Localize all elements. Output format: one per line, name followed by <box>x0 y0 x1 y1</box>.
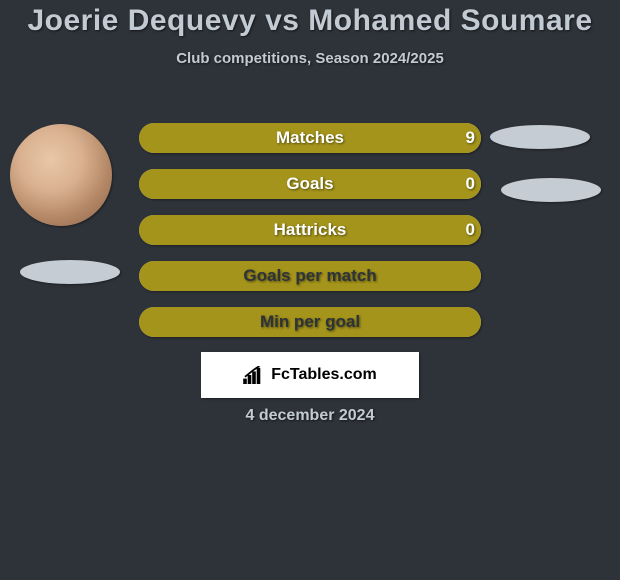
stat-bar-label: Goals per match <box>139 261 481 291</box>
stat-bar-value-left: 9 <box>466 123 475 153</box>
stat-bar-label: Goals <box>139 169 481 199</box>
stat-bars: Matches9Goals0Hattricks0Goals per matchM… <box>139 123 481 353</box>
snapshot-date: 4 december 2024 <box>0 407 620 425</box>
player-left-avatar <box>10 124 112 226</box>
stat-bar: Hattricks0 <box>139 215 481 245</box>
stat-bar-value-left: 0 <box>466 169 475 199</box>
stat-bar-value-left: 0 <box>466 215 475 245</box>
watermark: FcTables.com <box>201 352 419 398</box>
stat-bar-label: Min per goal <box>139 307 481 337</box>
comparison-infographic: Joerie Dequevy vs Mohamed Soumare Club c… <box>0 0 620 580</box>
stat-bar-label: Hattricks <box>139 215 481 245</box>
player-right-ellipse <box>501 178 601 202</box>
stat-bar: Goals per match <box>139 261 481 291</box>
chart-icon <box>243 366 265 384</box>
player-right-ellipse <box>490 125 590 149</box>
player-left-ellipse <box>20 260 120 284</box>
stat-bar: Matches9 <box>139 123 481 153</box>
stat-bar: Goals0 <box>139 169 481 199</box>
page-title: Joerie Dequevy vs Mohamed Soumare <box>0 4 620 38</box>
watermark-text: FcTables.com <box>271 366 377 384</box>
stat-bar: Min per goal <box>139 307 481 337</box>
stat-bar-label: Matches <box>139 123 481 153</box>
page-subtitle: Club competitions, Season 2024/2025 <box>0 50 620 67</box>
